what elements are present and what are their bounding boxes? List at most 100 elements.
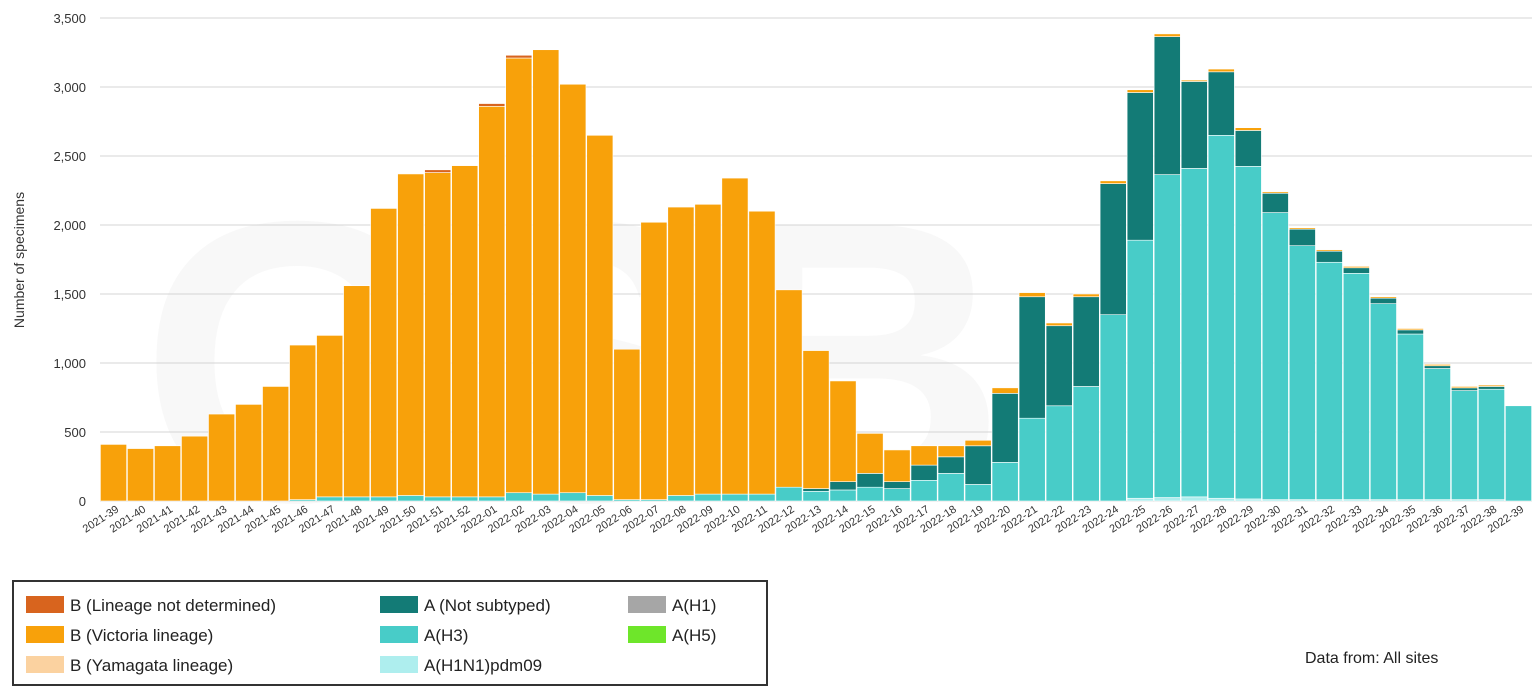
legend-swatch (26, 626, 64, 643)
bar-segment (208, 413, 235, 502)
bar-segment (397, 173, 425, 496)
legend-label: A(H1) (672, 596, 717, 615)
bar-segment (1451, 387, 1478, 391)
y-tick-label: 2,000 (53, 218, 86, 233)
bar-segment (640, 221, 668, 500)
bar-segment (559, 492, 587, 502)
bar-segment (667, 206, 695, 496)
bar-segment (1369, 296, 1397, 299)
bar-segment (1234, 498, 1262, 502)
bar-segment (181, 435, 208, 502)
bar-segment (316, 496, 344, 502)
bar-segment (1397, 333, 1424, 500)
y-tick-label: 500 (64, 425, 86, 440)
bar-segment (964, 445, 992, 485)
bar-segment (505, 54, 533, 59)
bar-segment (694, 204, 722, 495)
bar-segment (1505, 405, 1532, 502)
bar-segment (694, 493, 722, 502)
bar-segment (1315, 249, 1343, 252)
bar-segment (1045, 325, 1073, 407)
bar-segment (100, 444, 127, 502)
bar-segment (1153, 36, 1181, 175)
bar-segment (1018, 292, 1046, 298)
bar-segment (1369, 297, 1397, 304)
bar-segment (262, 386, 290, 502)
bar-segment (1234, 127, 1262, 131)
bar-segment (235, 404, 263, 502)
y-axis-label: Number of specimens (11, 192, 27, 328)
legend-item-a-h1n1-pdm09: A(H1N1)pdm09 (380, 656, 542, 676)
legend-swatch (628, 626, 666, 643)
bars (100, 33, 1532, 502)
bar-segment (1478, 388, 1505, 500)
bar-segment (1315, 261, 1343, 500)
bar-segment (1099, 314, 1127, 502)
bar-segment (586, 135, 614, 496)
legend-swatch (380, 656, 418, 673)
legend-item-a-h5: A(H5) (628, 626, 716, 646)
legend-swatch (26, 596, 64, 613)
bar-segment (748, 493, 776, 502)
bar-segment (1342, 266, 1370, 269)
bar-segment (910, 479, 938, 502)
bar-segment (964, 484, 992, 502)
bar-segment (613, 348, 641, 500)
bar-segment (478, 106, 506, 498)
bar-segment (856, 473, 884, 488)
bar-segment (829, 481, 857, 491)
bar-segment (1424, 364, 1451, 367)
bar-segment (883, 449, 911, 482)
bar-segment (667, 495, 695, 502)
bar-segment (1207, 497, 1235, 502)
bar-segment (370, 208, 398, 498)
bar-segment (1045, 322, 1073, 327)
y-tick-label: 3,000 (53, 80, 86, 95)
bar-segment (856, 486, 884, 502)
y-tick-labels: 0 500 1,000 1,500 2,000 2,500 3,000 3,500 (53, 11, 86, 509)
bar-segment (424, 496, 452, 502)
bar-segment (1397, 328, 1424, 331)
bar-segment (505, 492, 533, 502)
bar-segment (1424, 365, 1451, 369)
bar-segment (1451, 390, 1478, 500)
bar-segment (127, 448, 154, 502)
bar-segment (748, 210, 776, 495)
legend-item-a-not-subtyped: A (Not subtyped) (380, 596, 551, 616)
bar-segment (1207, 68, 1235, 73)
bar-segment (1207, 135, 1235, 499)
bar-segment (802, 350, 830, 489)
legend: B (Lineage not determined) B (Victoria l… (12, 580, 768, 686)
bar-segment (937, 445, 965, 458)
bar-segment (1045, 405, 1073, 502)
bar-segment (775, 486, 803, 502)
legend-label: B (Victoria lineage) (70, 626, 214, 645)
legend-label: A(H3) (424, 626, 469, 645)
bar-segment (829, 380, 857, 482)
bar-segment (424, 169, 452, 173)
legend-item-b-victoria-lineage: B (Victoria lineage) (26, 626, 213, 646)
bar-segment (1315, 250, 1343, 263)
bar-segment (829, 489, 857, 502)
bar-segment (991, 462, 1019, 502)
bar-segment (1261, 212, 1289, 500)
bar-segment (910, 445, 938, 466)
y-tick-label: 0 (79, 494, 86, 509)
bar-segment (910, 464, 938, 481)
bar-segment (1207, 71, 1235, 136)
bar-segment (1126, 497, 1154, 502)
bar-segment (1261, 192, 1289, 213)
legend-item-b-lineage-not-determined: B (Lineage not determined) (26, 596, 276, 616)
bar-segment (1369, 303, 1397, 500)
bar-segment (154, 445, 181, 502)
bar-segment (1234, 166, 1262, 500)
bar-segment (559, 83, 587, 494)
bar-segment (775, 289, 803, 488)
bar-segment (1288, 245, 1316, 500)
bar-segment (451, 496, 479, 502)
legend-swatch (380, 626, 418, 643)
bar-segment (289, 344, 317, 500)
bar-segment (937, 456, 965, 474)
bar-segment (1126, 92, 1154, 241)
bar-segment (802, 488, 830, 492)
